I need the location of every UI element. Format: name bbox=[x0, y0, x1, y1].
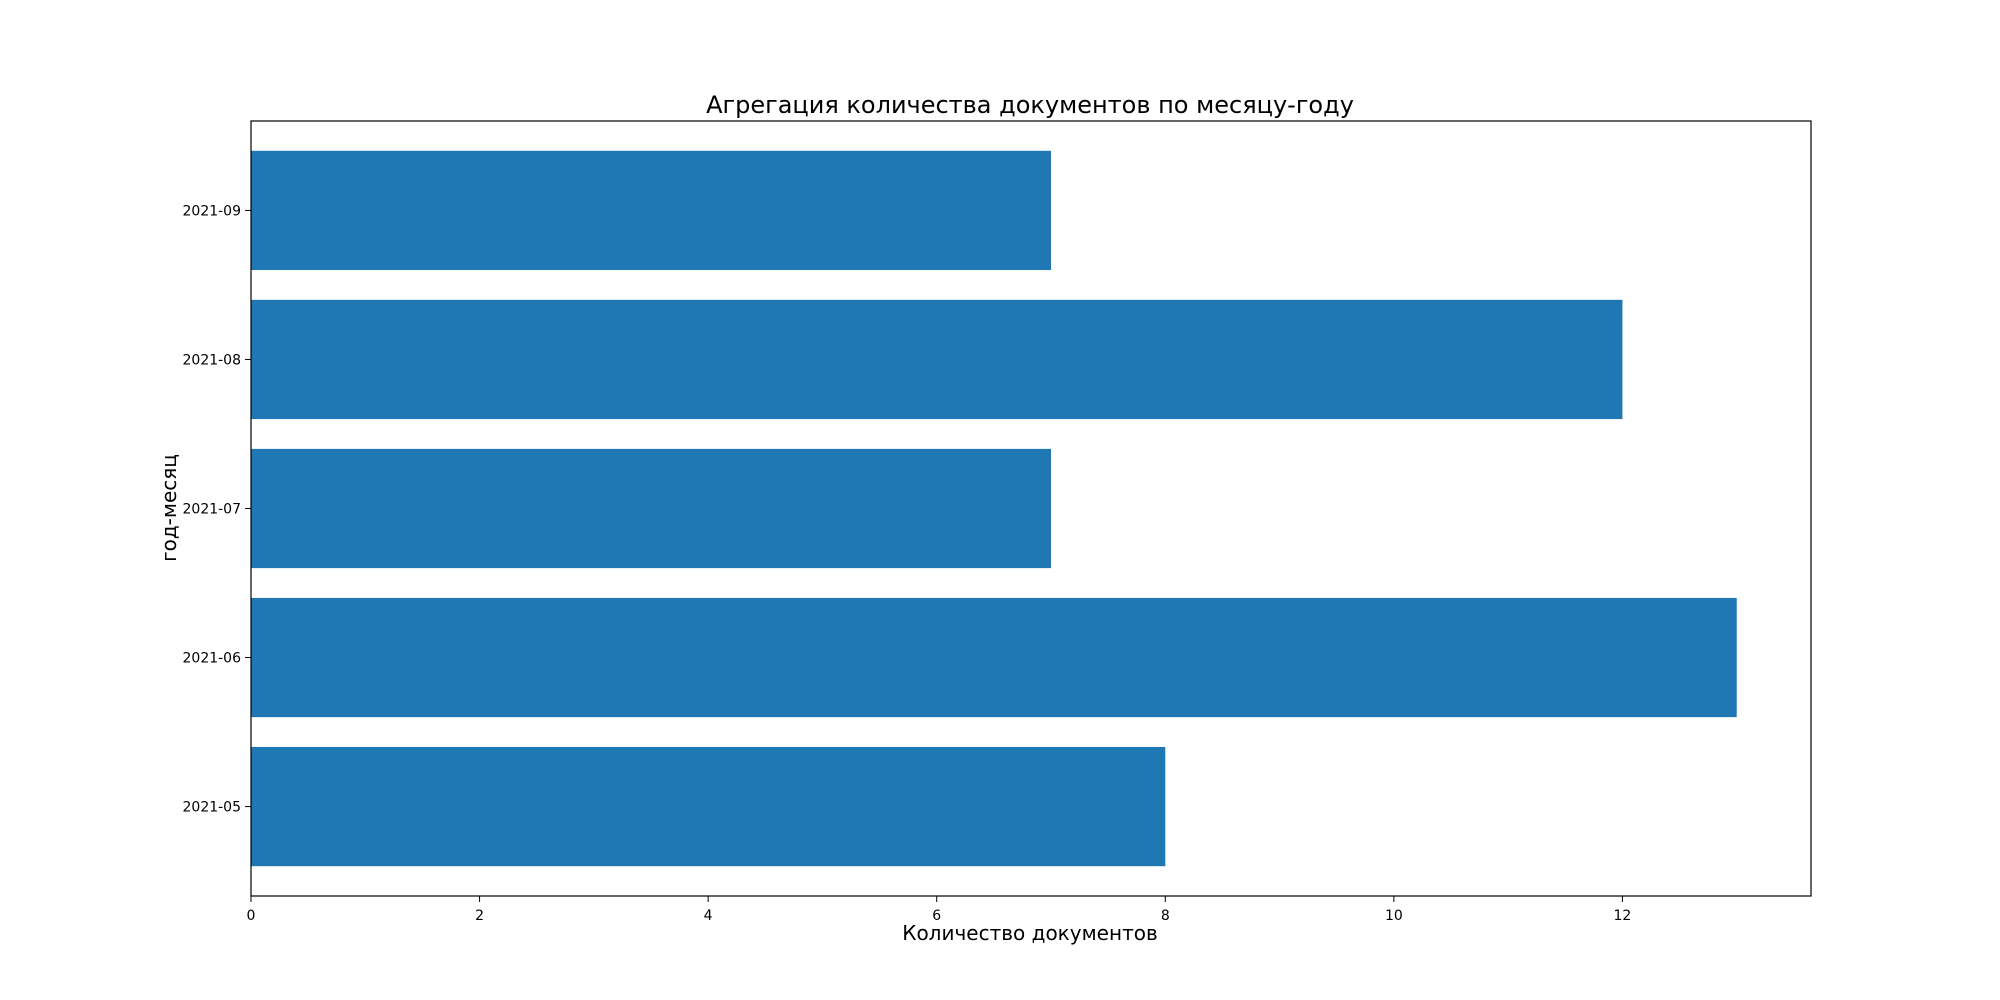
y-axis-label: год-месяц bbox=[157, 454, 181, 562]
x-axis-ticks: 0 2 4 6 8 10 12 bbox=[247, 896, 1632, 924]
y-tick-label: 2021-06 bbox=[183, 651, 242, 667]
chart-title: Агрегация количества документов по месяц… bbox=[706, 91, 1354, 119]
plot-frame bbox=[250, 120, 1812, 897]
y-tick-label: 2021-05 bbox=[183, 800, 242, 816]
bar-2021-09 bbox=[251, 150, 1051, 271]
y-tick-label: 2021-07 bbox=[183, 502, 242, 518]
bar-2021-08 bbox=[251, 299, 1623, 420]
bar-2021-05 bbox=[251, 746, 1166, 867]
x-tick-label: 8 bbox=[1161, 908, 1170, 924]
bar-2021-07 bbox=[251, 448, 1051, 569]
x-tick-label: 10 bbox=[1385, 908, 1403, 924]
x-axis-label: Количество документов bbox=[902, 921, 1158, 945]
y-axis-ticks: 2021-05 2021-06 2021-07 2021-08 2021-09 bbox=[183, 203, 251, 816]
x-tick-label: 2 bbox=[475, 908, 484, 924]
y-tick-label: 2021-08 bbox=[183, 352, 242, 368]
x-tick-label: 12 bbox=[1614, 908, 1632, 924]
x-tick-label: 6 bbox=[932, 908, 941, 924]
x-tick-label: 0 bbox=[247, 908, 256, 924]
y-tick-label: 2021-09 bbox=[183, 203, 242, 219]
bars bbox=[251, 150, 1737, 867]
bar-2021-06 bbox=[251, 597, 1737, 718]
x-tick-label: 4 bbox=[704, 908, 713, 924]
